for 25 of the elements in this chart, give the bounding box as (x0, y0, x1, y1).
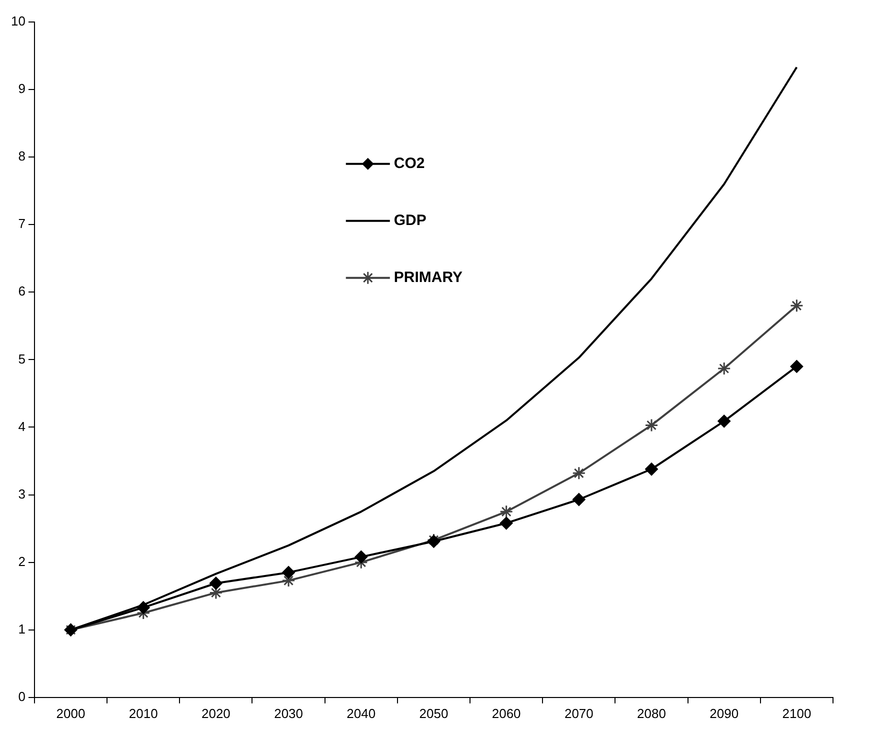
x-tick-label: 2100 (782, 706, 812, 721)
y-tick-label: 2 (18, 554, 26, 569)
x-tick-label: 2060 (492, 706, 521, 721)
y-tick-label: 1 (18, 621, 26, 636)
y-tick-label: 3 (18, 486, 26, 502)
y-tick-label: 7 (18, 216, 26, 232)
x-tick-label: 2040 (346, 706, 376, 721)
legend-label: GDP (394, 212, 426, 229)
x-tick-label: 2070 (564, 706, 594, 721)
y-tick-label: 4 (18, 418, 26, 434)
y-tick-label: 9 (18, 81, 26, 96)
legend-label: PRIMARY (394, 268, 463, 286)
x-tick-label: 2000 (56, 706, 86, 721)
y-tick-label: 0 (18, 688, 26, 704)
y-tick-label: 6 (18, 284, 26, 299)
x-tick-label: 2030 (274, 706, 303, 721)
x-tick-label: 2090 (710, 706, 739, 721)
x-tick-label: 2010 (128, 706, 158, 721)
y-tick-label: 5 (18, 351, 26, 366)
y-tick-label: 10 (10, 14, 26, 29)
x-tick-label: 2020 (201, 706, 230, 721)
x-tick-label: 2050 (419, 706, 448, 721)
y-tick-label: 8 (18, 148, 26, 164)
x-tick-label: 2080 (637, 706, 666, 721)
legend-label: CO2 (394, 154, 425, 172)
